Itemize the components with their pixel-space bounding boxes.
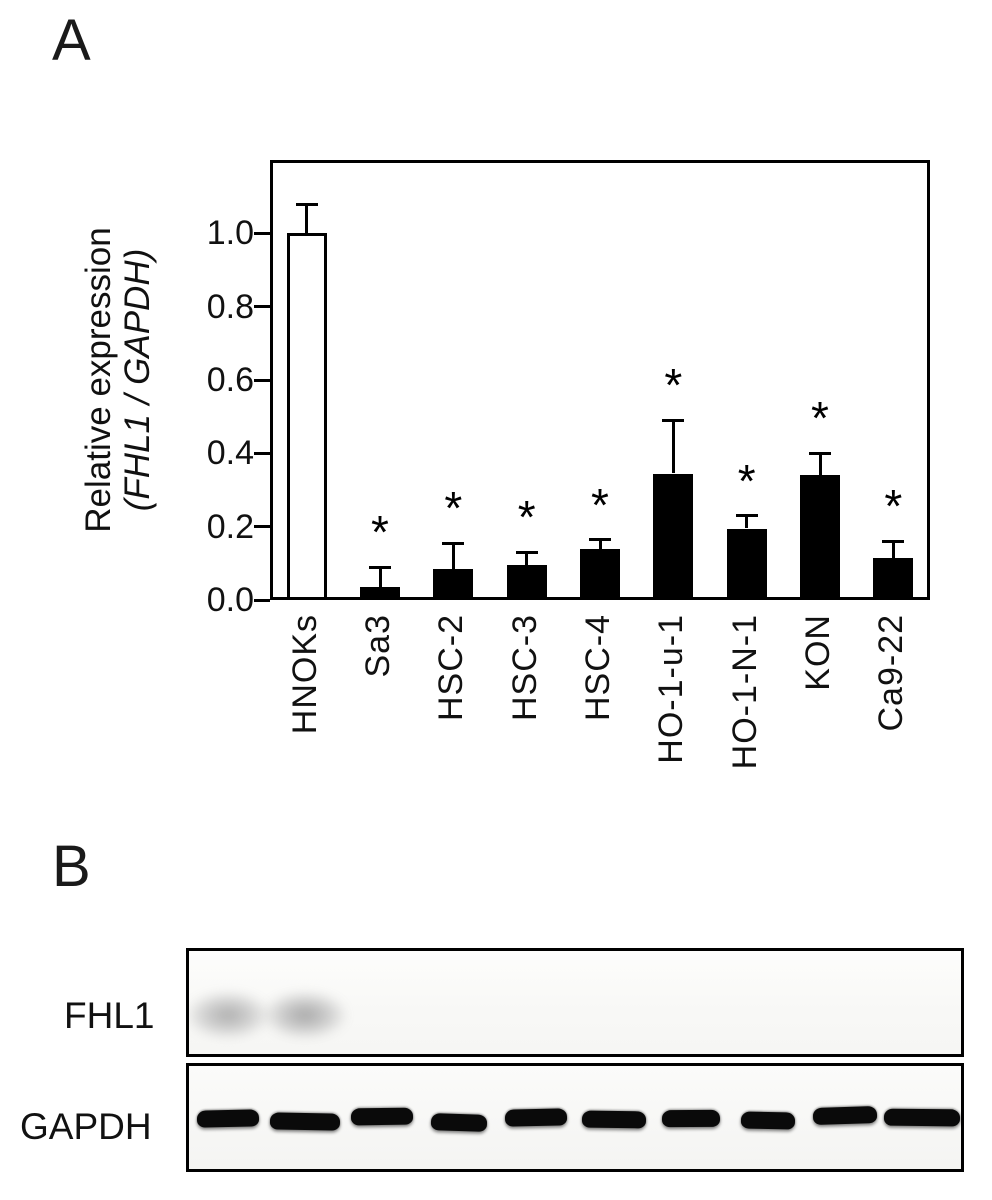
blot-band-gapdh (350, 1107, 414, 1126)
blot-band-fhl1 (189, 991, 270, 1039)
error-bar-cap (589, 538, 611, 541)
y-tick-label: 0.8 (206, 287, 254, 326)
error-bar-cap (369, 565, 391, 569)
y-tick-mark (254, 231, 270, 235)
y-tick-mark (254, 451, 270, 455)
error-bar-cap (295, 202, 318, 206)
significance-asterisk: * (444, 482, 463, 535)
error-bar (451, 543, 455, 569)
blot-band-gapdh (581, 1110, 646, 1129)
significance-asterisk: * (811, 392, 829, 445)
western-blot-fhl1 (186, 948, 964, 1057)
bar-hsc-3 (506, 565, 547, 600)
bar-ho-1-u-1 (653, 473, 694, 600)
x-axis-label: HSC-2 (432, 614, 471, 722)
x-axis-label: HSC-3 (505, 614, 544, 722)
significance-asterisk: * (737, 454, 756, 507)
western-blot-gapdh (186, 1063, 964, 1172)
blot-band-gapdh (740, 1111, 796, 1130)
error-bar (378, 567, 382, 588)
y-axis-title-line2: (FHL1 / GAPDH) (118, 248, 157, 512)
bar-hsc-2 (433, 568, 474, 600)
y-tick-label: 0.4 (206, 434, 254, 473)
blot-band-gapdh (661, 1109, 720, 1128)
y-tick-label: 0.2 (206, 507, 254, 546)
blot-row-label-fhl1: FHL1 (64, 995, 155, 1036)
bar-hsc-4 (580, 548, 620, 600)
y-tick-label: 0.6 (206, 361, 254, 399)
y-tick-label: 1.0 (206, 214, 254, 253)
error-bar (305, 204, 309, 234)
y-axis-title: Relative expression (FHL1 / GAPDH) (79, 160, 157, 600)
x-axis-label: KON (799, 614, 837, 691)
panel-a-label: A (52, 8, 91, 73)
significance-asterisk: * (371, 506, 389, 558)
x-axis-label: HO-1-u-1 (652, 614, 691, 764)
error-bar-cap (809, 451, 831, 455)
error-bar-cap (515, 550, 538, 554)
error-bar-cap (662, 418, 685, 422)
y-tick-mark (254, 525, 270, 529)
error-bar (598, 539, 602, 549)
significance-asterisk: * (591, 478, 609, 531)
error-bar-cap (882, 539, 905, 543)
y-tick-label: 0.0 (206, 581, 254, 619)
error-bar-cap (735, 514, 758, 518)
blot-band-fhl1 (262, 991, 347, 1039)
y-axis-title-line1: Relative expression (79, 227, 118, 533)
bar-sa3 (360, 587, 400, 600)
x-axis-label: HSC-4 (579, 614, 617, 722)
panel-b-label: B (52, 834, 91, 899)
x-axis-label: HO-1-N-1 (725, 614, 764, 770)
y-tick-mark (254, 598, 270, 602)
x-axis-label: Ca9-22 (872, 614, 911, 732)
bar-kon (800, 475, 840, 600)
bar-hnoks (286, 233, 327, 600)
blot-band-gapdh (269, 1112, 340, 1131)
error-bar (818, 453, 822, 476)
error-bar (891, 541, 895, 558)
error-bar (525, 552, 529, 566)
bar-ho-1-n-1 (726, 528, 767, 600)
bar-ca9-22 (873, 557, 914, 600)
y-tick-mark (254, 305, 270, 309)
x-axis-label: HNOKs (285, 614, 324, 735)
blot-band-gapdh (430, 1113, 488, 1132)
error-bar (671, 420, 675, 474)
blot-band-gapdh (884, 1108, 961, 1127)
error-bar (745, 515, 749, 529)
y-tick-mark (254, 378, 270, 382)
blot-band-gapdh (505, 1108, 568, 1127)
blot-row-label-gapdh: GAPDH (20, 1106, 152, 1147)
error-bar-cap (442, 541, 465, 545)
blot-band-gapdh (196, 1109, 259, 1128)
x-axis-label: Sa3 (359, 614, 397, 678)
significance-asterisk: * (884, 480, 903, 533)
significance-asterisk: * (664, 359, 683, 412)
significance-asterisk: * (517, 491, 536, 544)
blot-band-gapdh (812, 1105, 878, 1126)
